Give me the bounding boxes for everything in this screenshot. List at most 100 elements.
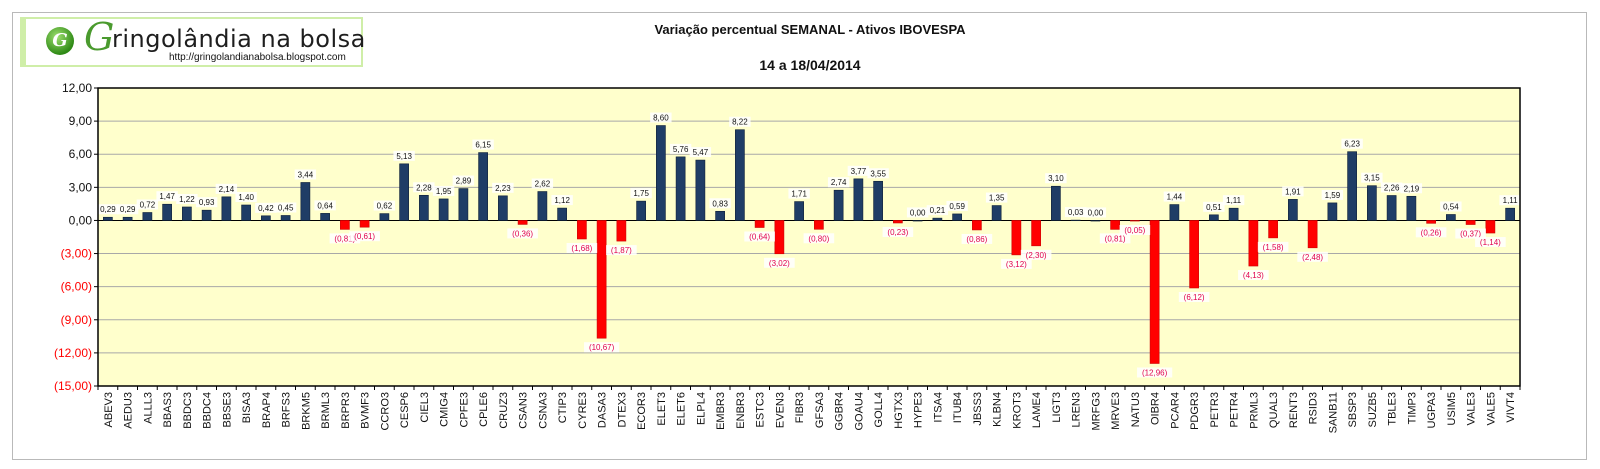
y-tick-label: (9,00) — [61, 313, 92, 327]
bar — [1327, 202, 1338, 221]
y-tick-label: (12,00) — [54, 346, 92, 360]
data-label-bg — [788, 188, 810, 199]
data-label: (0,80) — [808, 234, 829, 243]
plot-border — [97, 87, 1521, 387]
data-label-bg — [1415, 227, 1447, 238]
data-label: 2,62 — [535, 180, 551, 189]
bar — [754, 220, 765, 228]
x-tick-label: BBAS3 — [162, 392, 174, 427]
data-label-bg — [1361, 172, 1383, 183]
y-tick-label: 3,00 — [69, 180, 93, 194]
x-tick-label: BBDC3 — [182, 392, 194, 429]
data-label-bg — [827, 177, 850, 188]
bar — [735, 129, 745, 221]
data-label: 2,28 — [416, 183, 432, 192]
data-label: (0,26) — [1421, 228, 1442, 237]
data-label: 0,51 — [1206, 203, 1222, 212]
bar — [1426, 220, 1436, 224]
x-tick-label: LAME4 — [1031, 392, 1043, 428]
data-label-bg — [606, 245, 637, 256]
x-tick-label: ABEV3 — [103, 392, 115, 427]
bar — [814, 220, 824, 230]
bar — [1209, 214, 1219, 221]
bar — [379, 213, 390, 221]
x-tick-label: ELET3 — [656, 392, 668, 426]
x-tick-label: LREN3 — [1071, 392, 1083, 427]
data-label: 3,77 — [851, 167, 867, 176]
bar — [1130, 220, 1140, 222]
data-label-bg — [235, 191, 257, 202]
x-tick-label: KLBN4 — [992, 392, 1004, 427]
data-label: 0,03 — [1068, 208, 1084, 217]
x-tick-label: NATU3 — [1130, 392, 1142, 427]
x-tick-label: CRUZ3 — [498, 392, 510, 429]
x-tick-label: TBLE3 — [1387, 392, 1399, 426]
bar — [221, 196, 232, 221]
data-label: (1,14) — [1480, 238, 1501, 247]
data-label-bg — [803, 233, 835, 244]
data-label-bg — [729, 116, 751, 127]
data-label: 5,13 — [396, 152, 412, 161]
x-tick-label: QUAL3 — [1268, 392, 1280, 428]
data-label: 2,23 — [495, 184, 511, 193]
x-tick-label: ENBR3 — [735, 392, 747, 429]
x-tick-label: CTIP3 — [557, 392, 569, 423]
data-label-bg — [531, 178, 554, 189]
data-label: (10,67) — [589, 343, 615, 352]
data-label: 2,19 — [1404, 184, 1420, 193]
data-label-bg — [1440, 201, 1462, 212]
x-tick-label: FIBR3 — [794, 392, 806, 423]
data-label: 2,74 — [831, 178, 847, 187]
x-tick-label: DASA3 — [597, 392, 609, 428]
data-label: (0,37) — [1460, 230, 1481, 239]
x-tick-label: UGPA3 — [1426, 392, 1438, 428]
x-tick-label: RENT3 — [1288, 392, 1300, 428]
x-tick-label: GFSA3 — [814, 392, 826, 428]
data-label-bg — [764, 257, 795, 268]
data-label-bg — [393, 150, 415, 161]
x-tick-label: ITSA4 — [932, 392, 944, 423]
data-label: (0,05) — [1124, 226, 1145, 235]
bar — [1248, 220, 1259, 267]
x-tick-label: ALLL3 — [142, 392, 154, 424]
data-label: 0,21 — [930, 206, 946, 215]
bar — [517, 220, 528, 225]
data-label-bg — [1178, 291, 1210, 302]
data-label: 1,59 — [1325, 191, 1341, 200]
data-label: 5,76 — [673, 145, 689, 154]
data-label: 1,40 — [238, 193, 254, 202]
bar — [1406, 195, 1417, 221]
data-label: 6,15 — [475, 141, 491, 150]
bar — [991, 205, 1002, 221]
data-label-bg — [1119, 224, 1151, 235]
x-tick-label: GOLL4 — [873, 392, 885, 427]
bar — [873, 180, 883, 221]
x-tick-label: PDGR3 — [1189, 392, 1201, 430]
bar — [1051, 185, 1061, 221]
bar — [616, 220, 627, 242]
bar — [201, 209, 212, 221]
data-label: 0,42 — [258, 204, 274, 213]
x-tick-label: CIEL3 — [419, 392, 431, 423]
bar — [833, 189, 844, 221]
bar — [1465, 220, 1476, 225]
bar — [142, 212, 153, 221]
data-label-bg — [1020, 249, 1052, 260]
x-tick-label: CSAN3 — [518, 392, 530, 429]
bar — [596, 220, 607, 339]
bar — [182, 206, 192, 221]
data-label-bg — [1203, 201, 1225, 212]
data-label: 0,64 — [317, 201, 333, 210]
bar — [932, 217, 943, 221]
data-label-bg — [1455, 228, 1486, 239]
data-label-bg — [274, 202, 297, 213]
y-tick-label: (3,00) — [61, 247, 92, 261]
bar — [577, 220, 587, 240]
x-tick-label: HGTX3 — [893, 392, 905, 429]
bar — [419, 194, 429, 221]
bar — [300, 182, 311, 221]
logo-brand-name: ringolândia na bolsa — [112, 25, 366, 53]
data-label: (0,23) — [887, 228, 908, 237]
bar — [1228, 207, 1239, 221]
data-label-bg — [432, 185, 455, 196]
